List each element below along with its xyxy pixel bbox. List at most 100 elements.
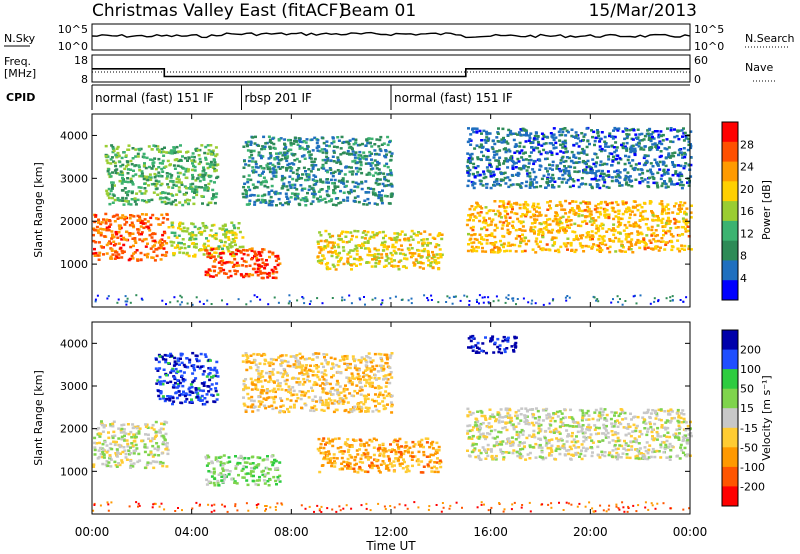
data-cell — [665, 297, 668, 300]
data-cell — [377, 248, 380, 252]
data-cell — [684, 213, 688, 216]
data-cell — [623, 178, 627, 181]
data-cell — [532, 178, 536, 181]
data-cell — [531, 168, 535, 171]
data-cell — [288, 294, 291, 297]
data-cell — [210, 383, 214, 386]
data-cell — [102, 253, 105, 256]
data-cell — [342, 191, 346, 194]
data-cell — [143, 446, 147, 449]
data-cell — [272, 142, 276, 146]
data-cell — [482, 129, 486, 133]
data-cell — [517, 244, 521, 248]
data-cell — [125, 439, 129, 442]
data-cell — [611, 209, 615, 212]
data-cell — [645, 217, 649, 221]
data-cell — [359, 257, 363, 260]
data-cell — [551, 164, 555, 167]
data-cell — [183, 193, 187, 196]
data-cell — [244, 190, 248, 193]
data-cell — [405, 257, 409, 261]
data-cell — [475, 298, 478, 301]
data-cell — [465, 223, 469, 227]
data-cell — [493, 200, 497, 203]
data-cell — [117, 231, 121, 234]
data-cell — [592, 162, 596, 166]
data-cell — [470, 245, 474, 249]
data-cell — [262, 170, 265, 173]
data-cell — [107, 168, 111, 171]
data-cell — [159, 258, 163, 261]
data-cell — [257, 144, 261, 147]
data-cell — [211, 149, 215, 152]
data-cell — [352, 189, 356, 193]
data-cell — [551, 228, 555, 232]
data-cell — [362, 151, 366, 154]
data-cell — [355, 407, 359, 411]
data-cell — [176, 379, 180, 382]
data-cell — [204, 184, 208, 187]
data-cell — [180, 374, 184, 378]
data-cell — [491, 147, 495, 150]
data-cell — [586, 139, 590, 143]
data-cell — [174, 203, 178, 207]
data-cell — [389, 182, 393, 186]
data-cell — [191, 391, 195, 394]
data-cell — [133, 237, 137, 240]
data-cell — [680, 225, 684, 229]
data-cell — [624, 250, 627, 253]
data-cell — [107, 241, 111, 245]
data-cell — [126, 300, 129, 303]
data-cell — [205, 478, 209, 482]
data-cell — [214, 154, 218, 158]
data-cell — [541, 230, 545, 234]
data-cell — [332, 160, 336, 163]
data-cell — [346, 231, 349, 234]
data-cell — [498, 211, 502, 215]
data-cell — [381, 249, 385, 252]
noise-right-tick-top: 10^5 — [694, 23, 724, 36]
data-cell — [307, 188, 311, 192]
data-cell — [632, 129, 636, 132]
data-cell — [113, 184, 116, 187]
data-cell — [181, 203, 185, 207]
data-cell — [145, 200, 149, 204]
data-cell — [574, 211, 578, 215]
y-tick-label: 3000 — [60, 172, 88, 185]
data-cell — [226, 276, 230, 279]
data-cell — [106, 297, 109, 300]
data-cell — [264, 473, 268, 476]
data-cell — [684, 162, 688, 165]
data-cell — [261, 271, 265, 275]
data-cell — [241, 467, 245, 471]
data-cell — [313, 192, 317, 196]
data-cell — [393, 246, 397, 249]
data-cell — [534, 175, 538, 179]
data-cell — [333, 241, 336, 245]
data-cell — [533, 218, 536, 221]
data-cell — [595, 227, 599, 230]
data-cell — [627, 245, 631, 249]
data-cell — [641, 180, 645, 183]
data-cell — [222, 462, 226, 465]
data-cell — [102, 218, 105, 221]
data-cell — [529, 181, 533, 184]
data-cell — [473, 237, 477, 241]
data-cell — [505, 296, 508, 299]
data-cell — [287, 302, 290, 305]
data-cell — [528, 183, 532, 187]
data-cell — [606, 170, 610, 173]
data-cell — [617, 212, 621, 215]
data-cell — [149, 216, 153, 220]
data-cell — [588, 214, 592, 218]
data-cell — [294, 196, 298, 199]
data-cell — [188, 393, 192, 397]
data-cell — [358, 255, 362, 259]
data-cell — [648, 200, 652, 203]
data-cell — [629, 243, 633, 246]
data-cell — [364, 158, 368, 161]
data-cell — [372, 236, 376, 239]
data-cell — [120, 435, 124, 439]
data-cell — [371, 191, 375, 194]
